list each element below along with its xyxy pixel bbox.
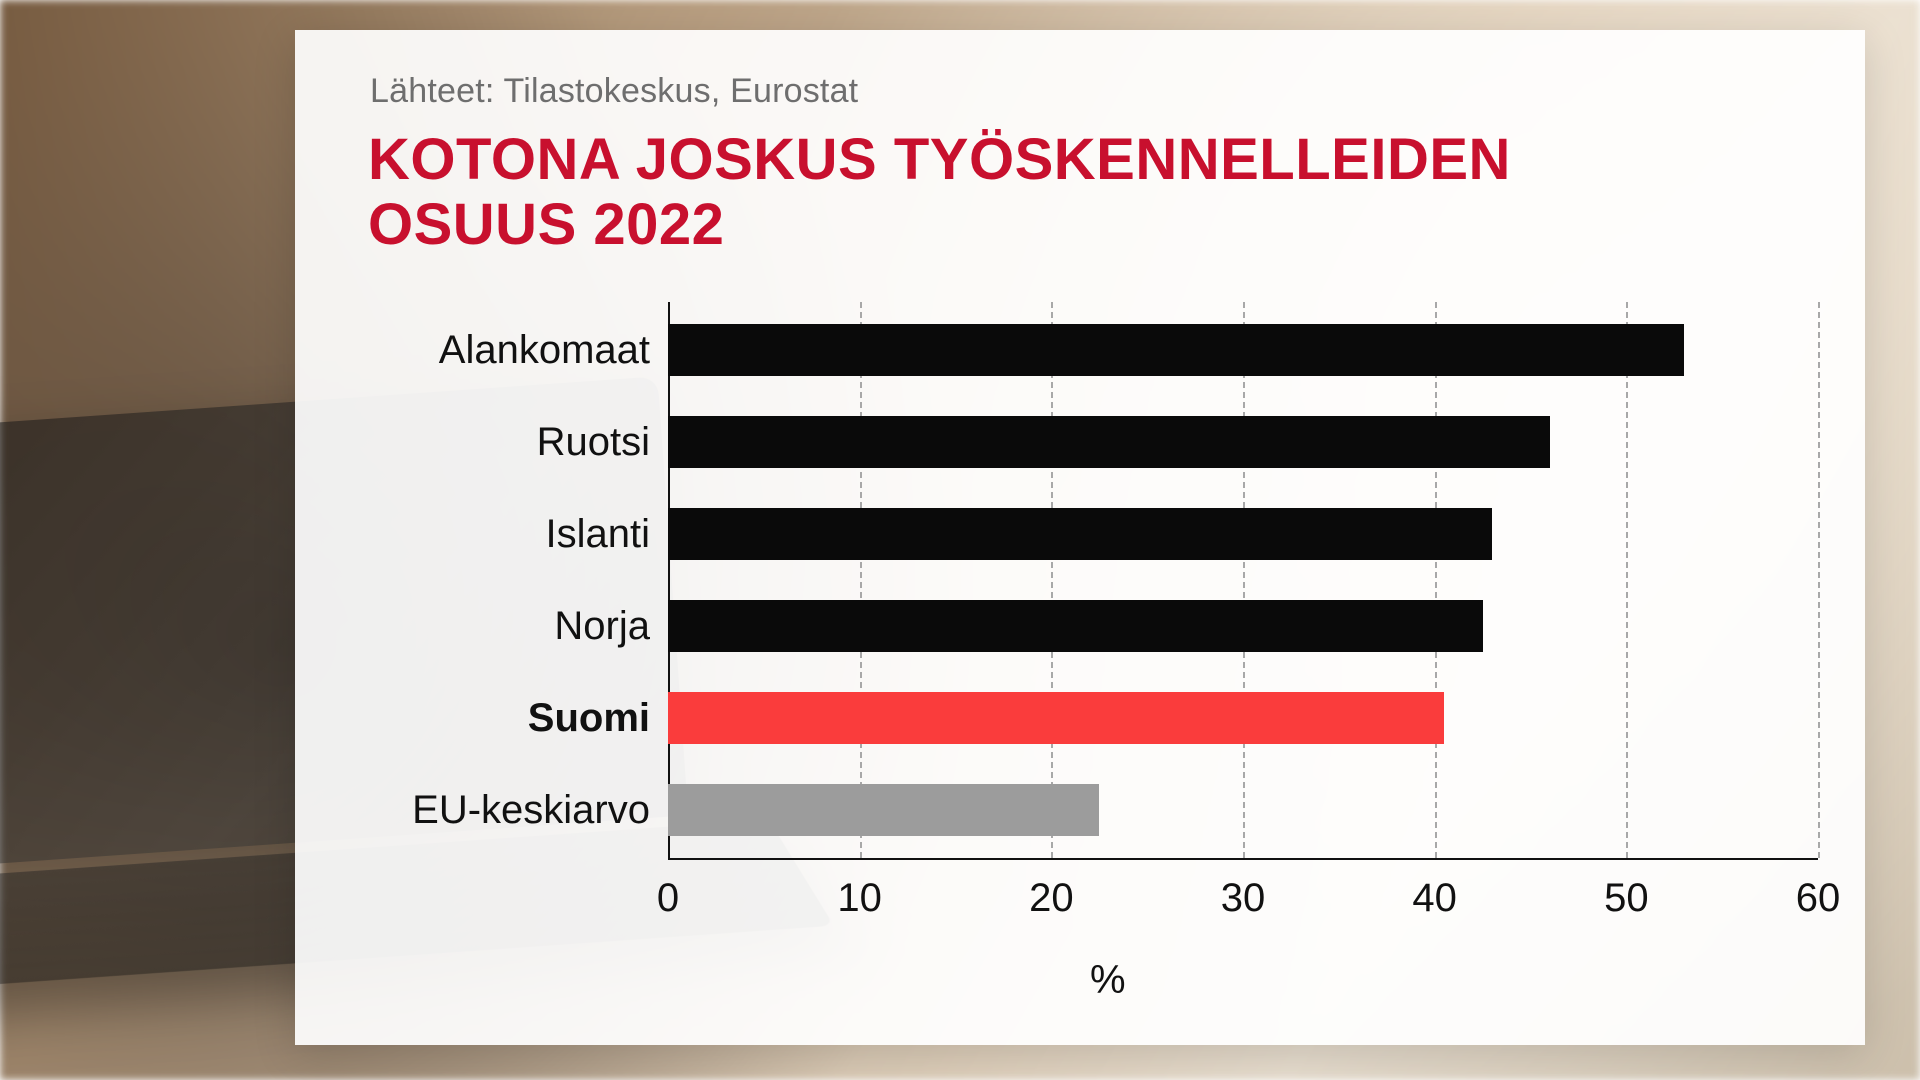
chart-title-line1: KOTONA JOSKUS TYÖSKENNELLEIDEN [368, 127, 1511, 192]
bar [668, 508, 1492, 560]
bar-row: Norja [668, 590, 1818, 662]
x-tick-label: 30 [1221, 862, 1266, 921]
chart-plot: 0102030405060AlankomaatRuotsiIslantiNorj… [668, 302, 1818, 878]
bar-label: EU-keskiarvo [412, 788, 668, 833]
bar-row: Ruotsi [668, 406, 1818, 478]
bar-label: Ruotsi [537, 420, 668, 465]
x-tick-label: 50 [1604, 862, 1649, 921]
bar-row: EU-keskiarvo [668, 774, 1818, 846]
bar-label: Norja [554, 604, 668, 649]
x-tick-label: 20 [1029, 862, 1074, 921]
bar-label: Islanti [546, 512, 669, 557]
bar [668, 784, 1099, 836]
x-axis-line [668, 858, 1818, 860]
x-axis-unit-label: % [1090, 958, 1126, 1003]
bar [668, 416, 1550, 468]
chart-title-line2: OSUUS 2022 [368, 192, 724, 257]
bar-label: Suomi [528, 696, 668, 741]
bar [668, 600, 1483, 652]
gridline [1818, 302, 1820, 858]
x-tick-label: 60 [1796, 862, 1841, 921]
bar-row: Alankomaat [668, 314, 1818, 386]
bar [668, 324, 1684, 376]
bar-row: Islanti [668, 498, 1818, 570]
x-tick-label: 40 [1412, 862, 1457, 921]
bar [668, 692, 1444, 744]
x-tick-label: 10 [837, 862, 882, 921]
bar-label: Alankomaat [439, 328, 668, 373]
bar-row: Suomi [668, 682, 1818, 754]
x-tick-label: 0 [657, 862, 679, 921]
source-text: Lähteet: Tilastokeskus, Eurostat [370, 72, 858, 111]
chart-title: KOTONA JOSKUS TYÖSKENNELLEIDEN OSUUS 202… [368, 128, 1511, 258]
